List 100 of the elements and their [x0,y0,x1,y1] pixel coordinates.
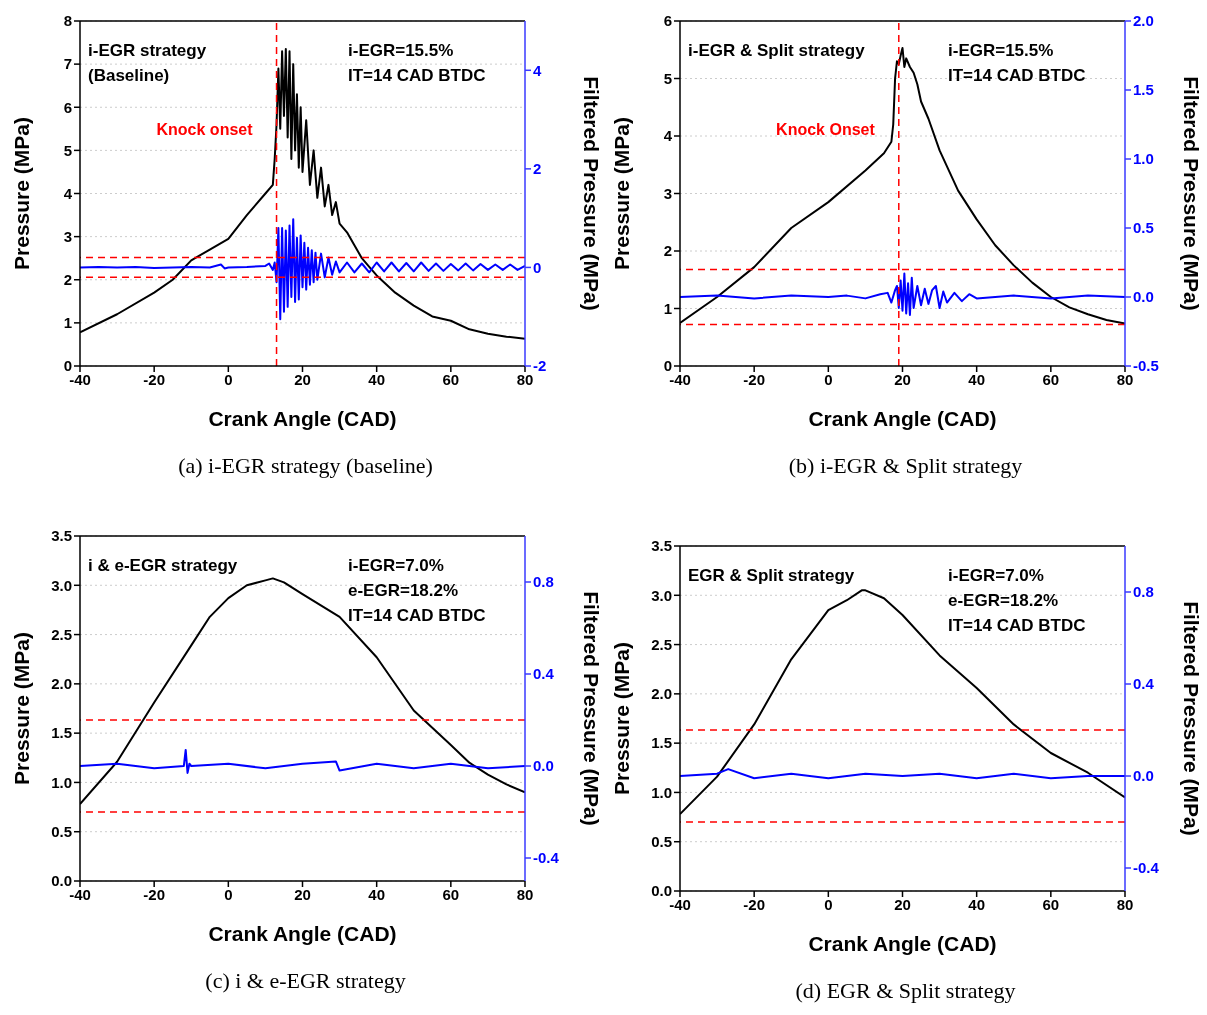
y-tick-label: 1.5 [51,724,72,742]
y-tick-label: 6 [663,12,672,30]
x-tick-label: -20 [743,895,766,913]
text: (a) i-EGR strategy (baseline) [177,453,434,479]
y-tick-label: 0.5 [51,823,72,841]
y2-axis-title: Filtered Pressure (MPa) [579,76,603,311]
y-tick-label: 7 [63,55,72,73]
ref-line-label: Knock Onset [776,120,876,138]
x-tick-label: 40 [968,370,986,388]
y-tick-label: 3.0 [51,576,72,594]
y-axis-title: Pressure (MPa) [10,632,34,785]
x-tick-label: 80 [1116,370,1134,388]
y2-tick-label: 0.4 [1133,675,1155,693]
x-tick-label: 20 [894,895,911,913]
y2-tick-label: 0 [533,258,542,276]
y-tick-label: 3 [63,227,72,245]
y-tick-label: 8 [63,12,72,30]
x-tick-label: 60 [442,885,460,903]
y2-axis-title: Filtered Pressure (MPa) [579,591,603,826]
y2-tick-label: 2.0 [1133,12,1154,30]
x-tick-label: -40 [669,895,691,913]
annotation: i-EGR=7.0% e-EGR=18.2% IT=14 CAD BTDC [948,565,1086,637]
y-tick-label: 3 [663,184,672,202]
text: (d) EGR & Split strategy [794,978,1017,1004]
y2-tick-label: -0.4 [533,849,560,867]
y2-tick-label: -0.5 [1133,357,1159,375]
x-tick-label: -40 [69,370,91,388]
y2-tick-label: 0.8 [533,573,554,591]
x-tick-label: 20 [894,370,911,388]
x-tick-label: 0 [224,885,233,903]
y-tick-label: 1.0 [651,783,672,801]
ref-line-label: Knock onset [156,120,254,138]
y-tick-label: 2 [663,242,672,260]
y2-tick-label: 0.0 [1133,288,1154,306]
y2-tick-label: 4 [533,61,542,79]
x-tick-label: 40 [368,885,386,903]
y-tick-label: 4 [63,184,73,202]
annotation: i-EGR=15.5% IT=14 CAD BTDC [348,40,486,87]
y2-tick-label: -2 [533,357,547,375]
y-tick-label: 2.0 [651,685,672,703]
y-axis-title: Pressure (MPa) [10,117,34,270]
annotation: i-EGR=7.0% e-EGR=18.2% IT=14 CAD BTDC [348,555,486,627]
annotation: i-EGR strategy (Baseline) [88,40,207,87]
y-tick-label: 4 [663,127,673,145]
y-tick-label: 1 [663,299,672,317]
y-tick-label: 0.0 [51,872,72,890]
y2-tick-label: 1.0 [1133,150,1154,168]
x-tick-label: -20 [143,370,166,388]
y-tick-label: 2.5 [51,625,72,643]
x-tick-label: 80 [516,370,534,388]
y-tick-label: 1.0 [51,773,72,791]
annotation: i & e-EGR strategy [88,555,238,577]
y-tick-label: 2.5 [651,635,672,653]
x-tick-label: 0 [824,370,833,388]
x-tick-label: 80 [1116,895,1134,913]
x-tick-label: -20 [743,370,766,388]
y-tick-label: 2.0 [51,675,72,693]
y2-tick-label: 0.8 [1133,583,1154,601]
x-tick-label: 80 [516,885,534,903]
x-tick-label: -40 [669,370,691,388]
x-tick-label: 60 [1042,895,1060,913]
y-tick-label: 0.5 [651,833,672,851]
y-tick-label: 0 [663,357,672,375]
y2-tick-label: 0.4 [533,665,555,683]
y-tick-label: 0 [63,357,72,375]
y-tick-label: 3.0 [651,586,672,604]
x-axis-title: Crank Angle (CAD) [208,407,397,430]
text: (b) i-EGR & Split strategy [787,453,1024,479]
y2-axis-title: Filtered Pressure (MPa) [1179,76,1203,311]
y2-tick-label: 0.5 [1133,219,1154,237]
x-tick-label: 40 [368,370,386,388]
annotation: EGR & Split strategy [688,565,855,587]
x-axis-title: Crank Angle (CAD) [808,407,997,430]
x-tick-label: 60 [442,370,460,388]
y-tick-label: 0.0 [651,882,672,900]
y-tick-label: 1.5 [651,734,672,752]
y-tick-label: 2 [63,271,72,289]
y2-tick-label: 1.5 [1133,81,1154,99]
annotation: i-EGR & Split strategy [688,40,865,62]
x-tick-label: 20 [294,370,311,388]
x-tick-label: -40 [69,885,91,903]
text: (c) i & e-EGR strategy [204,968,407,994]
y-tick-label: 5 [63,141,72,159]
y2-axis-title: Filtered Pressure (MPa) [1179,601,1203,836]
y2-tick-label: 0.0 [1133,767,1154,785]
y2-tick-label: -0.4 [1133,859,1160,877]
x-axis-title: Crank Angle (CAD) [808,932,997,955]
y-tick-label: 3.5 [651,537,672,555]
x-tick-label: -20 [143,885,166,903]
x-tick-label: 20 [294,885,311,903]
y2-tick-label: 0.0 [533,757,554,775]
y2-tick-label: 2 [533,160,542,178]
x-tick-label: 0 [224,370,233,388]
y-tick-label: 1 [63,314,72,332]
x-tick-label: 40 [968,895,986,913]
annotation: i-EGR=15.5% IT=14 CAD BTDC [948,40,1086,87]
x-axis-title: Crank Angle (CAD) [208,922,397,945]
y-tick-label: 6 [63,98,72,116]
x-tick-label: 0 [824,895,833,913]
x-tick-label: 60 [1042,370,1060,388]
